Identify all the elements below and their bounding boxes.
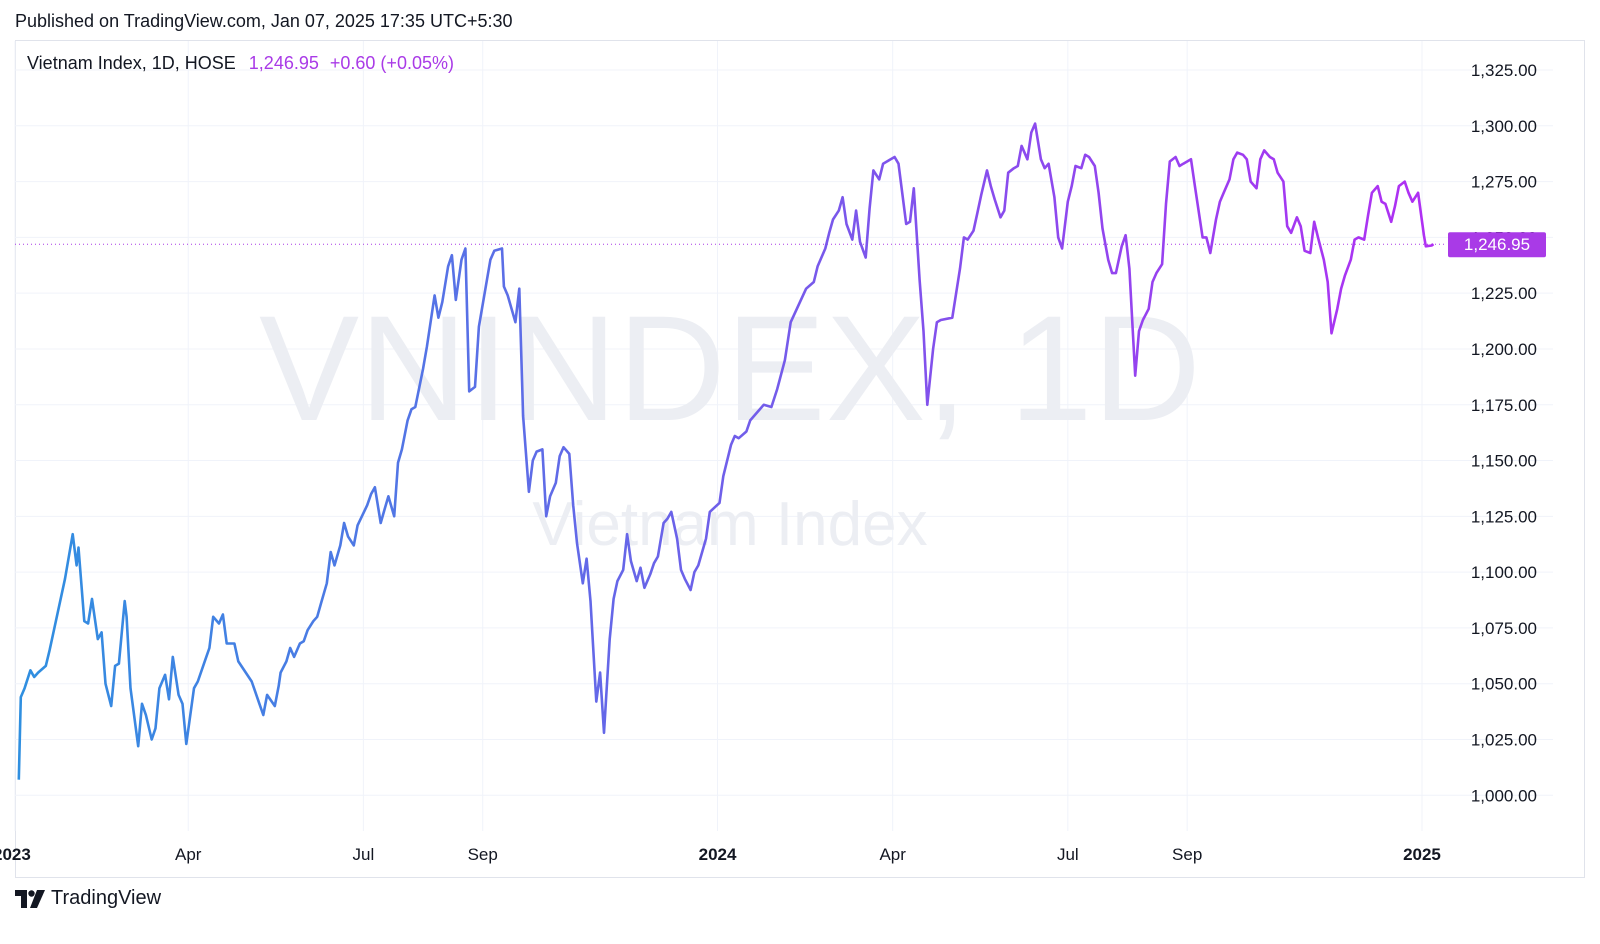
- legend-symbol[interactable]: Vietnam Index, 1D, HOSE: [27, 53, 236, 73]
- footer-brand-name: TradingView: [51, 887, 162, 909]
- chart-legend: Vietnam Index, 1D, HOSE 1,246.95 +0.60 (…: [27, 53, 454, 74]
- y-tick-label: 1,225.00: [1471, 284, 1537, 303]
- y-tick-label: 1,150.00: [1471, 452, 1537, 471]
- published-caption: Published on TradingView.com, Jan 07, 20…: [15, 11, 513, 31]
- last-price-label-text: 1,246.95: [1464, 235, 1530, 254]
- x-tick-label: Apr: [175, 845, 202, 864]
- y-tick-label: 1,000.00: [1471, 786, 1537, 805]
- x-tick-label: 2024: [699, 845, 737, 864]
- x-tick-label: Jul: [1057, 845, 1079, 864]
- last-price-label: 1,246.95: [1448, 232, 1546, 258]
- y-tick-label: 1,075.00: [1471, 619, 1537, 638]
- x-tick-label: Apr: [879, 845, 906, 864]
- y-tick-label: 1,025.00: [1471, 731, 1537, 750]
- y-tick-label: 1,325.00: [1471, 61, 1537, 80]
- x-tick-label: Jul: [353, 845, 375, 864]
- series-line: [17, 122, 1435, 780]
- chart-grid: [14, 41, 1553, 831]
- y-tick-label: 1,175.00: [1471, 396, 1537, 415]
- legend-change: +0.60 (+0.05%): [329, 53, 454, 73]
- watermark-symbol: VNINDEX, 1D: [259, 284, 1201, 452]
- last-price-label-bg: [1448, 232, 1546, 258]
- y-tick-label: 1,125.00: [1471, 507, 1537, 526]
- watermark-name: Vietnam Index: [532, 490, 927, 559]
- y-tick-label: 1,050.00: [1471, 675, 1537, 694]
- x-tick-label: 2023: [0, 845, 31, 864]
- x-tick-label: Sep: [1172, 845, 1202, 864]
- y-tick-label: 1,200.00: [1471, 340, 1537, 359]
- y-tick-label: 1,275.00: [1471, 173, 1537, 192]
- y-axis: 1,000.00 1,025.00 1,050.00 1,075.00 1,100.00…: [1471, 61, 1537, 805]
- x-tick-label: 2025: [1403, 845, 1441, 864]
- tradingview-logo-icon: [15, 889, 45, 908]
- y-tick-label: 1,300.00: [1471, 117, 1537, 136]
- y-tick-label: 1,100.00: [1471, 563, 1537, 582]
- x-tick-label: Sep: [468, 845, 498, 864]
- x-axis: 2023 Apr Jul Sep 2024 Apr Jul Sep 2025: [0, 845, 1441, 864]
- footer-brand[interactable]: TradingView: [15, 887, 161, 910]
- legend-price: 1,246.95: [248, 53, 319, 73]
